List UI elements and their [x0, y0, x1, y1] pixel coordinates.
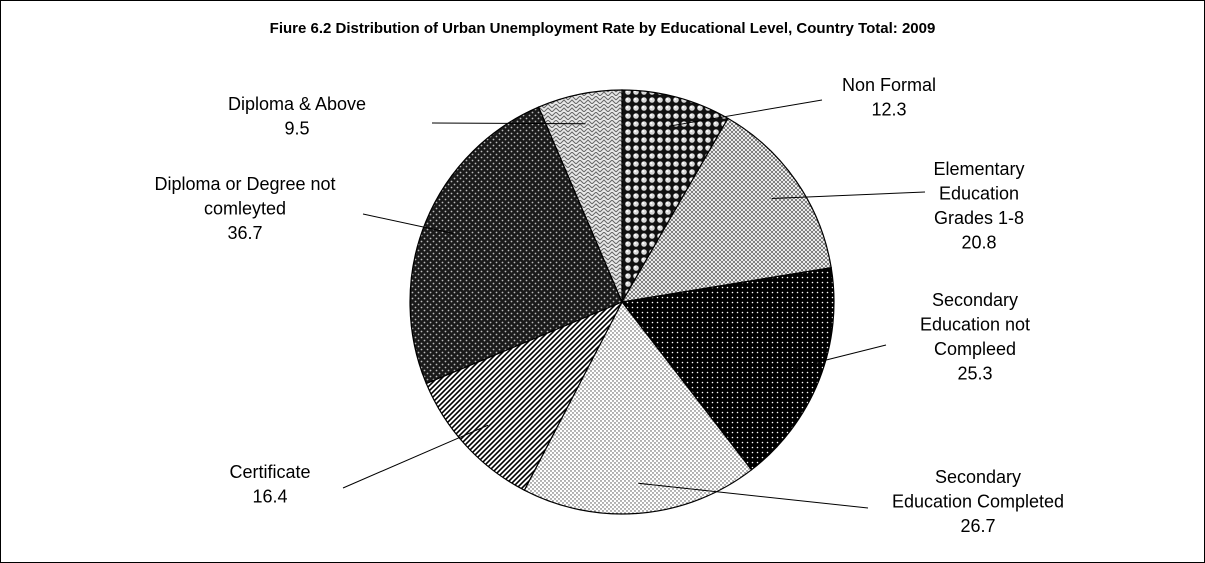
slice-label-5: Certificate 16.4 [229, 462, 310, 507]
slice-label-4: Secondary Education Completed 26.7 [892, 467, 1064, 536]
slice-label-line: Education [939, 184, 1019, 204]
pie-slice-6 [409, 106, 623, 385]
slice-label-line: Compleed [934, 339, 1016, 359]
pie-slice-5 [425, 300, 624, 491]
slice-label-7: Diploma & Above 9.5 [228, 94, 366, 139]
slice-label-line: Grades 1-8 [934, 208, 1024, 228]
leader-line-7 [431, 122, 586, 125]
slice-value: 16.4 [252, 487, 287, 507]
chart-title: Fiure 6.2 Distribution of Urban Unemploy… [269, 20, 936, 37]
slice-label-line: Secondary [932, 290, 1018, 310]
slice-label-3: Secondary Education not Compleed 25.3 [920, 290, 1030, 384]
slice-label-line: Certificate [229, 462, 310, 482]
slice-labels: Non Formal 12.3 Elementary Education Grades … [154, 75, 1064, 536]
pie-slice-7 [537, 89, 623, 303]
slice-label-line: Education not [920, 315, 1030, 335]
slice-label-6: Diploma or Degree not comleyted 36.7 [154, 174, 335, 243]
pie-slice-3 [620, 266, 835, 471]
slice-label-line: Non Formal [842, 75, 936, 95]
slice-label-line: Elementary [933, 159, 1024, 179]
slice-label-line: comleyted [204, 199, 286, 219]
slice-label-line: Education Completed [892, 492, 1064, 512]
pie-slice-4 [523, 300, 753, 515]
slice-value: 12.3 [871, 100, 906, 120]
pie-slice-2 [620, 117, 832, 303]
leader-lines [342, 99, 926, 509]
slice-label-line: Diploma & Above [228, 94, 366, 114]
slice-label-line: Secondary [935, 467, 1021, 487]
slice-value: 26.7 [960, 516, 995, 536]
slice-label-line: Diploma or Degree not [154, 174, 335, 194]
leader-line-6 [362, 213, 454, 234]
leader-line-3 [791, 344, 887, 370]
slice-label-2: Elementary Education Grades 1-8 20.8 [933, 159, 1024, 253]
pie-slices [409, 89, 835, 515]
leader-line-2 [771, 191, 926, 199]
slice-value: 36.7 [227, 223, 262, 243]
slice-value: 9.5 [284, 119, 309, 139]
leader-line-1 [668, 99, 823, 127]
slice-label-1: Non Formal 12.3 [842, 75, 936, 120]
leader-line-5 [342, 424, 489, 489]
leader-line-4 [638, 482, 869, 509]
slice-value: 25.3 [957, 364, 992, 384]
slice-value: 20.8 [961, 233, 996, 253]
